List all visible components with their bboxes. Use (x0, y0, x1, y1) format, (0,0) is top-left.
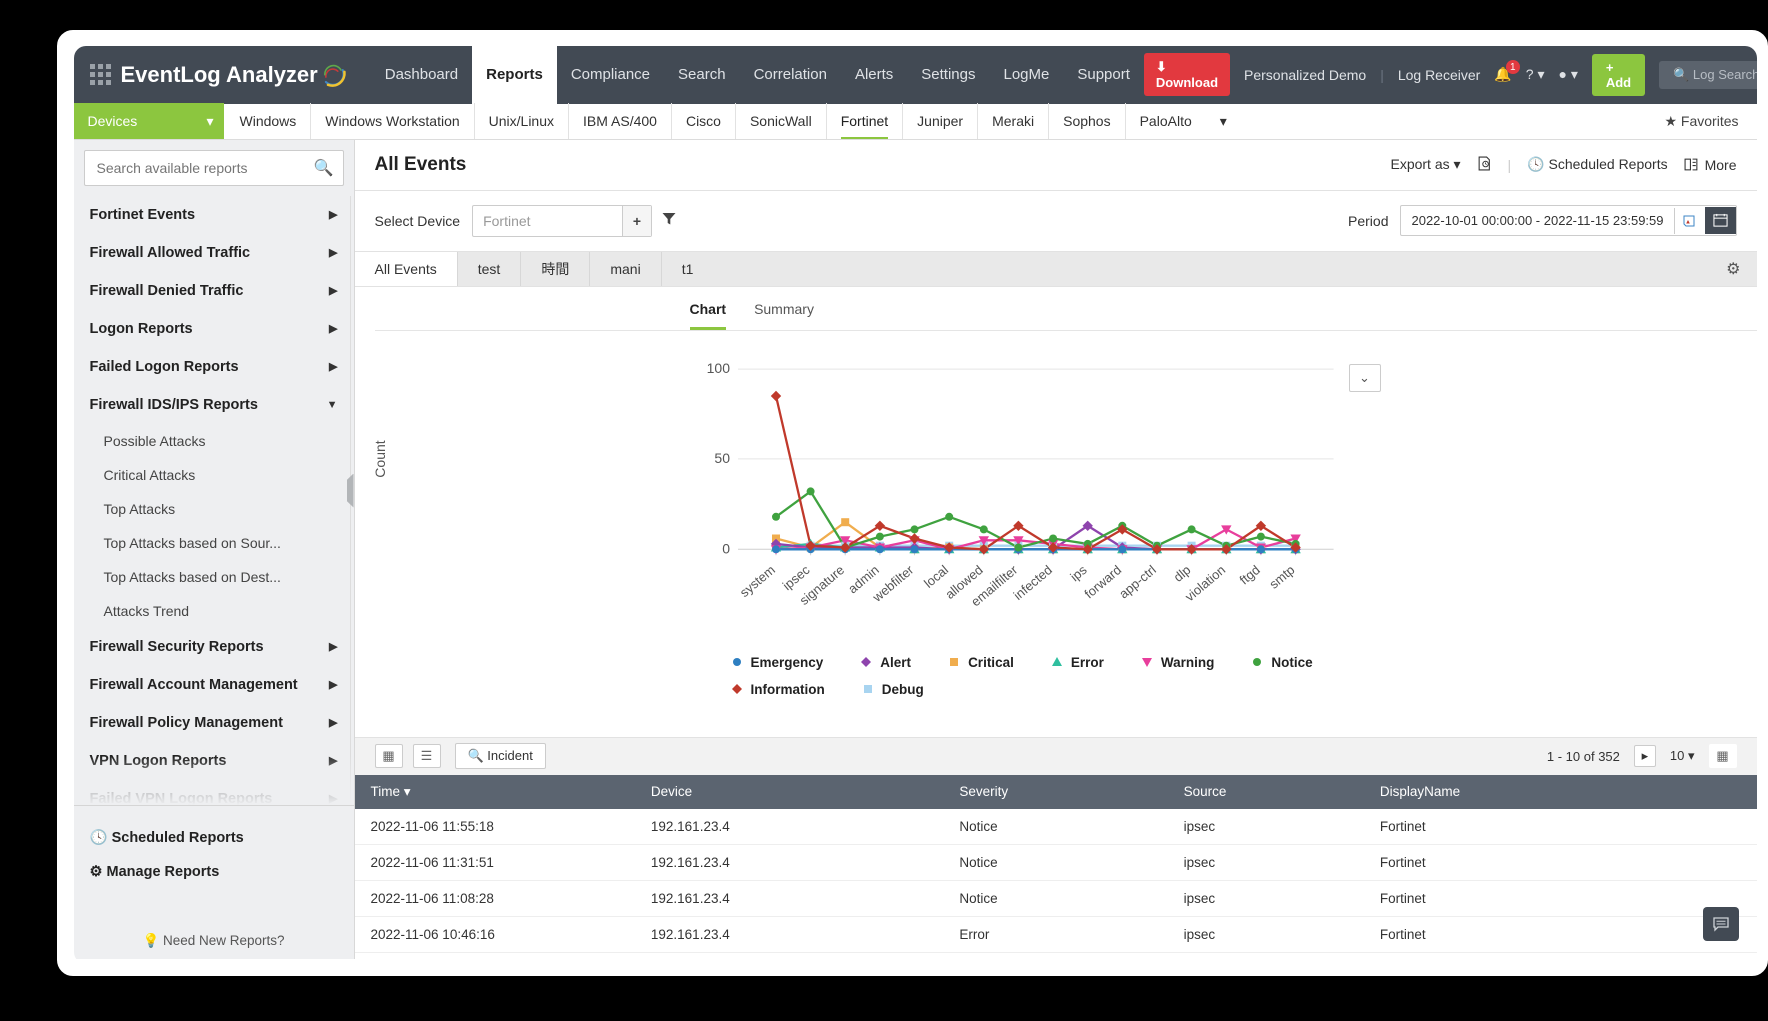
svg-text:ftgd: ftgd (1236, 562, 1262, 587)
svg-text:system: system (736, 562, 777, 600)
svg-text:ips: ips (1067, 561, 1090, 583)
svg-text:0: 0 (722, 540, 730, 556)
svg-text:50: 50 (714, 449, 730, 465)
svg-text:forward: forward (1081, 562, 1124, 601)
svg-text:infected: infected (1010, 562, 1055, 603)
svg-text:smtp: smtp (1266, 562, 1297, 592)
svg-text:100: 100 (706, 360, 730, 376)
svg-text:app-ctrl: app-ctrl (1116, 562, 1159, 601)
svg-text:dlp: dlp (1170, 562, 1193, 585)
svg-text:Count: Count (372, 440, 388, 477)
